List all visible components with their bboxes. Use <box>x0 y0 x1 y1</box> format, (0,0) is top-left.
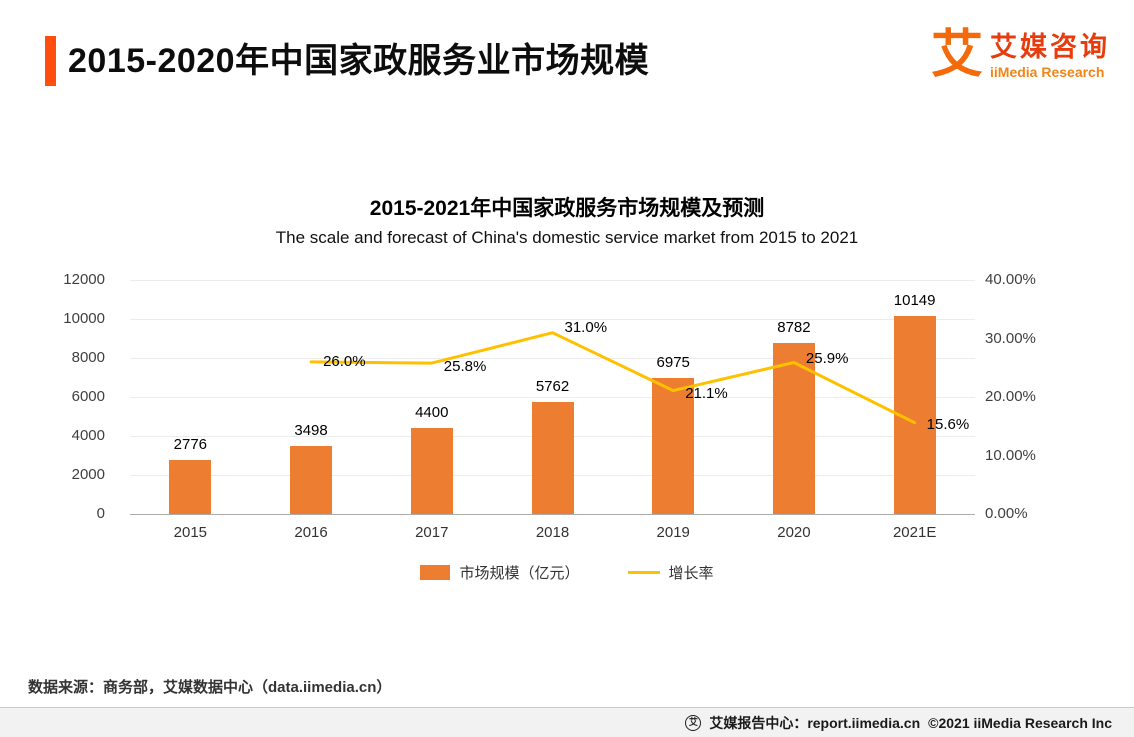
x-axis-label-2015: 2015 <box>173 524 208 541</box>
right-axis-tick: 20.00% <box>985 388 1036 405</box>
left-axis-tick: 8000 <box>71 349 105 366</box>
bar-value-2016: 3498 <box>294 421 328 439</box>
bar-value-2020: 8782 <box>777 318 811 336</box>
x-axis-label-2021E: 2021E <box>892 524 937 541</box>
gridline <box>130 358 975 359</box>
gridline <box>130 397 975 398</box>
left-axis-tick: 12000 <box>63 271 105 288</box>
source-note: 数据来源：商务部，艾媒数据中心（data.iimedia.cn） <box>28 679 392 696</box>
bar-value-2019: 6975 <box>656 353 690 371</box>
bar-2015 <box>169 459 212 514</box>
x-axis: 2015 2016 2017 2018 2019 2020 2021E <box>130 524 975 546</box>
page-title: 2015-2020年中国家政服务业市场规模 <box>68 42 650 80</box>
left-axis-tick: 4000 <box>71 427 105 444</box>
bar-2020 <box>772 342 815 514</box>
bar-value-2021E: 10149 <box>893 292 936 310</box>
bar-2016 <box>290 445 333 514</box>
growth-rate-label-2017: 25.8% <box>443 358 487 376</box>
bar-2017 <box>410 428 453 514</box>
right-axis-tick: 0.00% <box>985 505 1028 522</box>
legend-label: 增长率 <box>668 565 714 582</box>
legend-item: 市场规模（亿元） <box>420 562 580 583</box>
bar-value-2018: 5762 <box>535 377 570 395</box>
x-axis-label-2020: 2020 <box>777 524 811 541</box>
left-axis-tick: 10000 <box>63 310 105 327</box>
legend-bar-swatch <box>420 565 451 580</box>
right-axis: 40.00% 30.00% 20.00% 10.00% 0.00% <box>985 271 1080 522</box>
left-axis-tick: 2000 <box>71 466 105 483</box>
right-axis-tick: 40.00% <box>985 271 1036 288</box>
logo-text: 艾媒咨询 iiMedia Research <box>990 32 1110 80</box>
x-axis-label-2018: 2018 <box>535 524 570 541</box>
left-axis-tick: 6000 <box>71 388 105 405</box>
growth-rate-label-2021E: 15.6% <box>926 415 970 433</box>
left-axis-tick: 0 <box>96 505 105 522</box>
x-axis-label-2017: 2017 <box>415 524 449 541</box>
x-axis-label-2019: 2019 <box>656 524 690 541</box>
chart-title: 2015-2021年中国家政服务市场规模及预测 <box>369 197 765 220</box>
plot-area: 2776 3498 4400 5762 6975 8782 10149 26.0% 25.8% 3… <box>130 280 975 515</box>
chart-subtitle: The scale and forecast of China's domest… <box>275 228 859 247</box>
legend: 市场规模（亿元） 增长率 <box>0 562 1134 583</box>
growth-rate-label-2020: 25.9% <box>805 350 849 368</box>
logo: 艾 艾媒咨询 iiMedia Research <box>931 30 1110 82</box>
bar-2018 <box>531 401 574 514</box>
right-axis-tick: 30.00% <box>985 329 1036 347</box>
iimedia-report-icon: 艾 <box>685 714 702 731</box>
right-axis-tick: 10.00% <box>985 446 1036 464</box>
footer: 艾 艾媒报告中心：report.iimedia.cn ©2021 iiMedia… <box>0 707 1134 737</box>
growth-rate-label-2019: 21.1% <box>685 384 728 402</box>
footer-copyright: ©2021 iiMedia Research Inc <box>928 714 1112 731</box>
footer-report-center: 艾媒报告中心：report.iimedia.cn <box>709 714 921 731</box>
growth-rate-label-2016: 26.0% <box>323 352 366 370</box>
title-accent-bar <box>45 36 56 86</box>
bar-value-2015: 2776 <box>173 435 208 453</box>
logo-name-cn: 艾媒咨询 <box>990 32 1110 62</box>
growth-rate-label-2018: 31.0% <box>564 318 608 336</box>
iimedia-logo-icon: 艾 <box>930 27 983 84</box>
logo-name-en: iiMedia Research <box>990 64 1105 80</box>
x-axis-label-2016: 2016 <box>294 524 328 541</box>
bar-2019 <box>652 377 695 514</box>
gridline <box>130 280 975 281</box>
growth-rate-line <box>309 331 917 425</box>
x-axis-line <box>130 514 975 515</box>
gridline <box>130 319 975 320</box>
legend-item: 增长率 <box>627 562 714 583</box>
bar-value-2017: 4400 <box>415 404 449 422</box>
legend-label: 市场规模（亿元） <box>459 565 580 582</box>
left-axis: 12000 10000 8000 6000 4000 2000 0 <box>35 271 115 522</box>
legend-line-swatch <box>627 571 660 574</box>
